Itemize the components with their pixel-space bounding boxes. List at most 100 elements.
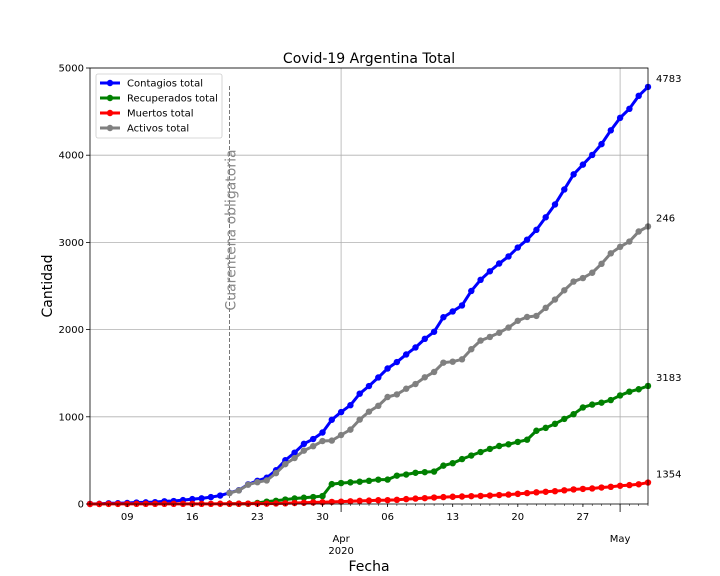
data-point — [486, 492, 494, 499]
data-point — [598, 140, 605, 148]
end-label: 4783 — [656, 74, 681, 85]
data-point — [523, 489, 531, 497]
data-point — [254, 479, 261, 486]
y-tick-label: 2000 — [59, 325, 84, 336]
data-point — [328, 416, 335, 423]
data-point — [635, 386, 642, 393]
data-point — [505, 491, 512, 498]
data-point — [347, 498, 354, 505]
data-point — [514, 490, 521, 498]
quarantine-label: Cuarentena obligatoria — [224, 149, 240, 310]
data-point — [347, 402, 354, 409]
data-point — [505, 324, 512, 331]
y-tick-label: 3000 — [59, 238, 84, 249]
data-point — [365, 408, 373, 415]
data-point — [189, 495, 196, 503]
data-point — [468, 287, 475, 295]
data-point — [523, 313, 531, 321]
data-point — [207, 493, 215, 501]
data-point — [561, 487, 568, 494]
data-point — [589, 269, 596, 276]
data-point — [607, 483, 614, 491]
end-label: 3183 — [656, 373, 681, 384]
data-point — [570, 278, 577, 285]
data-point — [291, 495, 298, 502]
data-point — [542, 488, 549, 495]
data-point — [579, 485, 587, 493]
x-axis-title: Fecha — [348, 559, 389, 575]
data-point — [412, 344, 419, 351]
x-tick-label: 16 — [186, 512, 199, 523]
data-point — [300, 447, 308, 454]
data-point — [403, 471, 410, 478]
data-point — [477, 492, 484, 500]
data-point — [449, 358, 456, 365]
end-labels: 4783 3183 1354 246 — [656, 74, 681, 481]
data-point — [561, 287, 568, 294]
x-major-label: Apr — [332, 534, 350, 545]
data-point — [421, 374, 428, 381]
data-point — [310, 435, 317, 443]
data-point — [430, 328, 438, 335]
legend-swatch-marker — [106, 79, 114, 87]
series-line — [89, 85, 650, 506]
data-point — [579, 404, 587, 411]
data-point — [291, 449, 298, 456]
data-point — [384, 476, 391, 483]
data-point — [272, 469, 280, 477]
data-point — [635, 228, 642, 235]
data-point — [310, 493, 317, 501]
data-point — [300, 494, 308, 501]
data-point — [235, 487, 242, 494]
data-point — [477, 276, 484, 284]
data-point — [635, 92, 642, 100]
data-point — [412, 469, 419, 476]
data-point — [449, 308, 456, 315]
data-point — [458, 356, 466, 363]
data-point — [570, 171, 577, 178]
data-point — [514, 317, 521, 324]
data-point — [282, 460, 289, 468]
data-point — [198, 495, 205, 502]
data-point — [393, 472, 401, 479]
data-point — [217, 492, 224, 499]
data-point — [384, 393, 391, 401]
end-label: 1354 — [656, 470, 681, 481]
data-point — [589, 151, 596, 159]
y-axis-title: Cantidad — [40, 255, 56, 318]
data-point — [551, 201, 559, 208]
data-point — [607, 396, 614, 404]
data-point — [375, 402, 382, 410]
data-point — [430, 468, 438, 475]
data-point — [365, 382, 373, 390]
legend-swatch-marker — [106, 109, 114, 117]
data-point — [365, 497, 373, 504]
data-point — [328, 498, 335, 506]
data-point — [403, 495, 410, 503]
data-point — [616, 243, 624, 251]
x-tick-label: 09 — [121, 512, 134, 523]
annotation-layer: Cuarentena obligatoria — [224, 86, 240, 504]
data-point — [514, 244, 521, 251]
data-point — [421, 468, 428, 476]
data-point — [393, 391, 401, 398]
data-point — [496, 491, 503, 499]
x-tick-label: 20 — [511, 512, 524, 523]
data-point — [384, 496, 391, 504]
legend-label: Activos total — [127, 124, 189, 135]
legend-label: Muertos total — [127, 109, 194, 120]
data-point — [337, 408, 345, 416]
data-point — [310, 442, 317, 450]
end-label: 246 — [656, 213, 675, 224]
data-point — [384, 365, 391, 372]
legend-label: Contagios total — [127, 79, 203, 90]
data-point — [449, 493, 456, 500]
data-point — [356, 416, 363, 423]
data-point — [300, 440, 308, 448]
data-point — [440, 462, 447, 469]
data-point — [356, 478, 363, 485]
data-point — [523, 436, 531, 443]
data-point — [551, 487, 559, 495]
series-0 — [86, 83, 652, 508]
